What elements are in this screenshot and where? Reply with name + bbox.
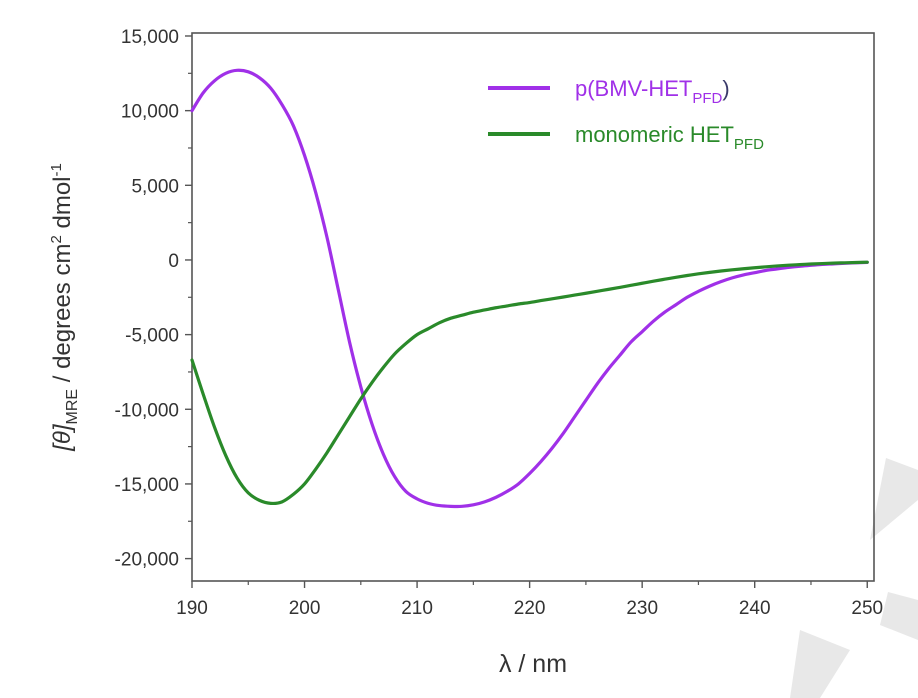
- watermark-arrow-icon: [870, 458, 918, 540]
- plot-frame: [191, 32, 875, 582]
- x-axis-label: λ / nm: [499, 650, 567, 678]
- y-tick-label: 5,000: [131, 176, 179, 197]
- watermark-arrow-icon: [790, 630, 850, 698]
- y-tick-label: 15,000: [121, 27, 179, 48]
- y-tick-label: 0: [168, 251, 179, 272]
- series-group: [190, 68, 869, 509]
- x-tick-label: 250: [851, 598, 883, 619]
- series-line-polymer: [190, 68, 869, 509]
- x-tick-label: 240: [739, 598, 771, 619]
- x-tick-label: 220: [514, 598, 546, 619]
- legend-label: monomeric HETPFD: [575, 122, 764, 153]
- legend-label: p(BMV-HETPFD): [575, 76, 730, 107]
- y-tick-label: 10,000: [121, 102, 179, 123]
- series-line-monomeric: [190, 260, 869, 506]
- y-tick-label: -10,000: [115, 400, 179, 421]
- watermark-arrow-icon: [880, 592, 918, 640]
- x-tick-label: 190: [176, 598, 208, 619]
- y-tick-label: -20,000: [115, 550, 179, 571]
- legend: p(BMV-HETPFD) monomeric HETPFD: [488, 76, 764, 153]
- x-tick-label: 200: [289, 598, 321, 619]
- axes: 190 200 210 220 230 240 250 15,000 10,000 5,000 0 -…: [115, 27, 884, 619]
- x-tick-label: 230: [626, 598, 658, 619]
- y-axis-label-text: [θ]MRE / degrees cm2 dmol-1: [48, 163, 81, 452]
- y-tick-label: -15,000: [115, 475, 179, 496]
- y-tick-label: -5,000: [125, 326, 179, 347]
- x-tick-label: 210: [401, 598, 433, 619]
- y-axis-label: [θ]MRE / degrees cm2 dmol-1: [48, 163, 81, 452]
